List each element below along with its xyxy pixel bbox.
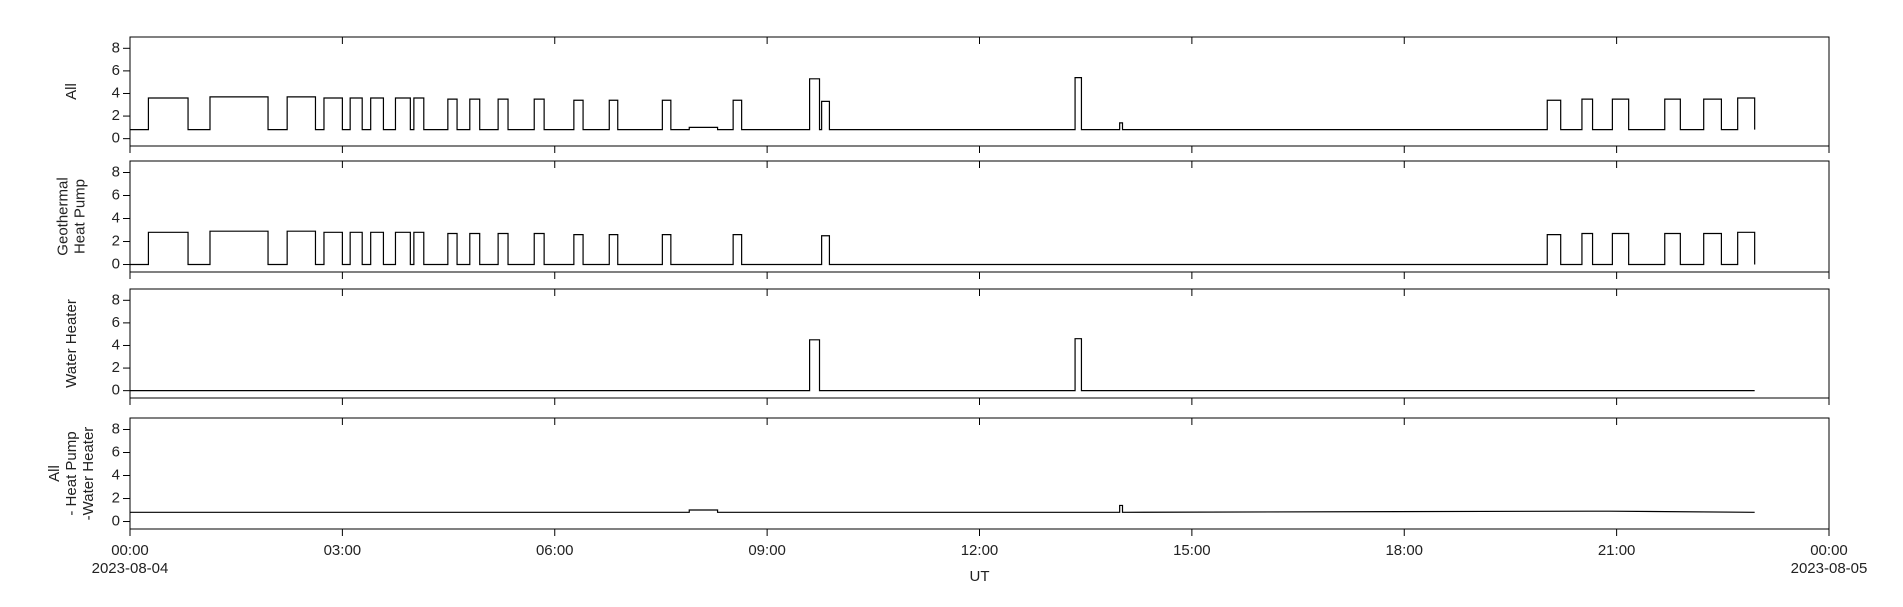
y-axis-label: Heat Pump bbox=[71, 179, 88, 254]
y-tick-label: 0 bbox=[112, 382, 120, 399]
data-line bbox=[130, 230, 1756, 266]
x-tick-label: 03:00 bbox=[324, 542, 362, 559]
y-tick-label: 6 bbox=[112, 186, 120, 203]
data-line bbox=[130, 504, 1755, 513]
y-axis-label: All bbox=[46, 465, 63, 482]
y-tick-label: 2 bbox=[112, 107, 120, 124]
date-label: 2023-08-04 bbox=[92, 560, 169, 577]
y-tick-label: 8 bbox=[112, 420, 120, 437]
y-tick-label: 8 bbox=[112, 163, 120, 180]
y-tick-label: 8 bbox=[112, 39, 120, 56]
data-line bbox=[130, 77, 1756, 131]
y-axis-label: - Heat Pump bbox=[63, 431, 80, 515]
data-line bbox=[130, 338, 1755, 392]
y-tick-label: 0 bbox=[112, 512, 120, 529]
y-axis-label: Water Heater bbox=[63, 299, 80, 388]
y-tick-label: 4 bbox=[112, 466, 120, 483]
y-tick-label: 0 bbox=[112, 255, 120, 272]
y-tick-label: 2 bbox=[112, 489, 120, 506]
y-tick-label: 6 bbox=[112, 314, 120, 331]
plot-frame bbox=[129, 288, 1830, 399]
y-tick-label: 2 bbox=[112, 359, 120, 376]
y-tick-label: 2 bbox=[112, 232, 120, 249]
x-tick-label: 06:00 bbox=[536, 542, 574, 559]
y-tick-label: 4 bbox=[112, 84, 120, 101]
y-tick-label: 0 bbox=[112, 130, 120, 147]
x-tick-label: 00:00 bbox=[111, 542, 149, 559]
y-axis-label: All bbox=[63, 83, 80, 100]
y-tick-label: 6 bbox=[112, 62, 120, 79]
y-tick-label: 4 bbox=[112, 336, 120, 353]
x-tick-label: 18:00 bbox=[1385, 542, 1423, 559]
y-tick-label: 8 bbox=[112, 291, 120, 308]
y-tick-label: 4 bbox=[112, 209, 120, 226]
x-axis-label: UT bbox=[970, 568, 990, 585]
y-axis-label: -Water Heater bbox=[80, 427, 97, 521]
x-tick-label: 00:00 bbox=[1810, 542, 1848, 559]
plot-frame bbox=[129, 160, 1830, 273]
x-tick-label: 21:00 bbox=[1598, 542, 1636, 559]
x-tick-label: 15:00 bbox=[1173, 542, 1211, 559]
x-tick-label: 09:00 bbox=[748, 542, 786, 559]
date-label: 2023-08-05 bbox=[1791, 560, 1868, 577]
x-tick-label: 12:00 bbox=[961, 542, 999, 559]
y-tick-label: 6 bbox=[112, 443, 120, 460]
y-axis-label: Geothermal bbox=[54, 177, 71, 255]
